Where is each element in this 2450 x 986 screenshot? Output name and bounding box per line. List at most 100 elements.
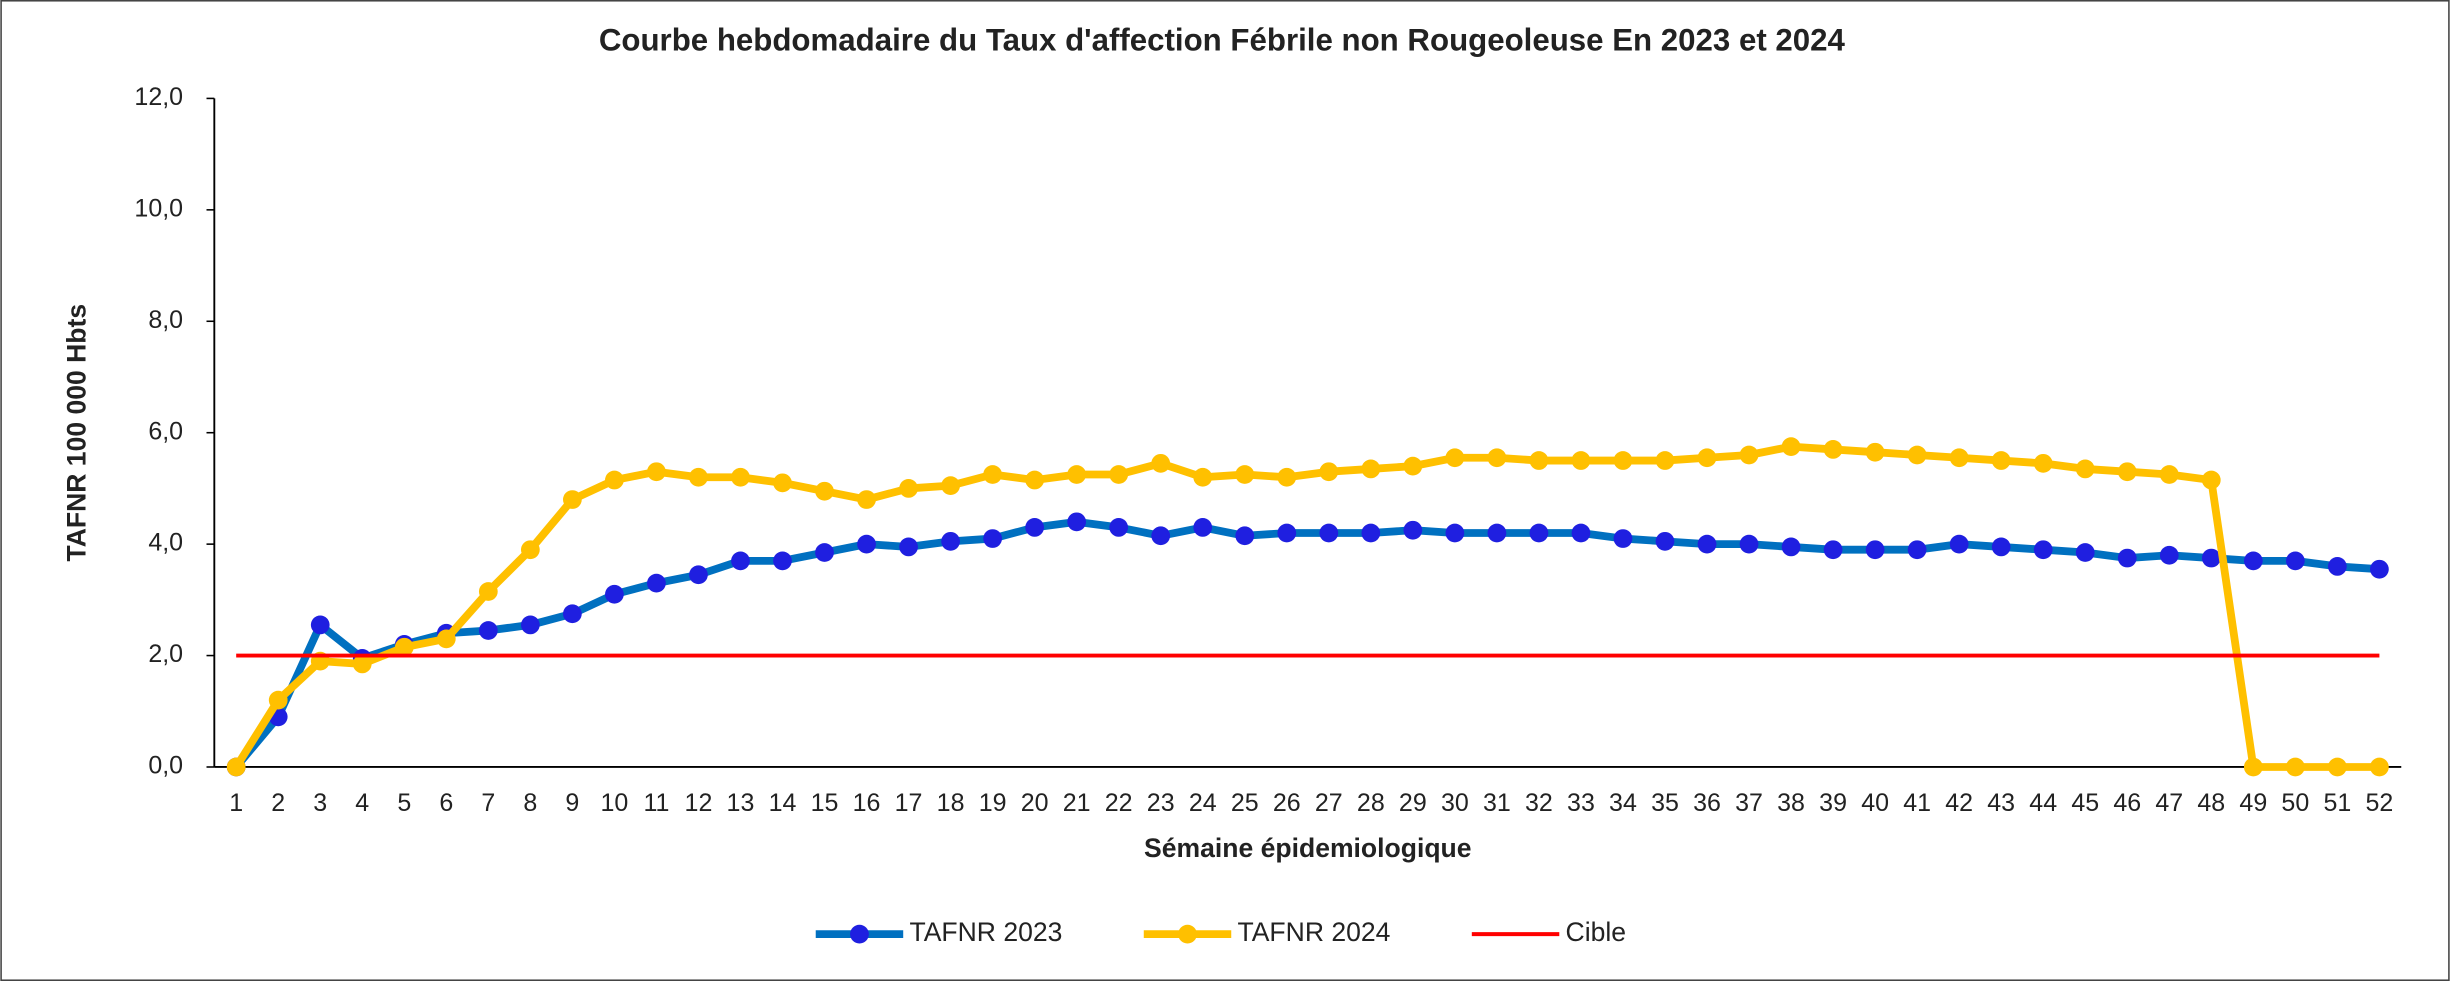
x-tick-label: 11 — [643, 789, 669, 817]
y-tick-label: 12,0 — [134, 83, 183, 111]
data-point — [2327, 757, 2347, 777]
x-tick-label: 21 — [1063, 789, 1091, 817]
data-point — [1361, 523, 1381, 543]
legend-label: TAFNR 2023 — [909, 917, 1062, 947]
data-point — [647, 462, 666, 482]
x-tick-label: 51 — [2323, 789, 2351, 817]
data-point — [1613, 529, 1633, 548]
data-point — [2159, 545, 2179, 565]
x-tick-label: 45 — [2071, 789, 2099, 817]
data-point — [1781, 437, 1801, 457]
data-point — [1991, 537, 2011, 557]
x-tick-label: 48 — [2197, 789, 2225, 817]
y-tick-label: 10,0 — [134, 194, 183, 222]
legend-label: Cible — [1566, 917, 1627, 947]
data-point — [731, 551, 750, 571]
data-point — [1193, 467, 1213, 487]
data-point — [1067, 465, 1087, 484]
x-tick-label: 40 — [1861, 789, 1889, 817]
data-point — [815, 481, 834, 501]
data-point — [2117, 462, 2137, 482]
x-tick-label: 3 — [313, 789, 327, 817]
x-tick-label: 42 — [1945, 789, 1973, 817]
data-point — [1319, 523, 1339, 543]
data-point — [731, 467, 750, 487]
x-tick-label: 47 — [2155, 789, 2183, 817]
data-point — [2075, 459, 2095, 479]
data-point — [2033, 453, 2053, 473]
data-point — [983, 529, 1002, 548]
data-point — [1571, 523, 1591, 543]
data-point — [1487, 523, 1507, 543]
x-tick-label: 23 — [1147, 789, 1175, 817]
data-point — [2370, 559, 2389, 579]
x-tick-label: 44 — [2029, 789, 2057, 817]
y-tick-label: 2,0 — [148, 640, 183, 668]
data-point — [1109, 465, 1129, 484]
x-tick-label: 38 — [1777, 789, 1805, 817]
x-tick-label: 35 — [1651, 789, 1679, 817]
data-point — [773, 473, 792, 493]
data-point — [1739, 445, 1759, 465]
data-point — [1025, 470, 1045, 490]
y-tick-label: 0,0 — [148, 752, 183, 780]
data-point — [520, 615, 540, 635]
data-point — [689, 565, 708, 585]
legend-label: TAFNR 2024 — [1237, 917, 1390, 947]
data-point — [941, 531, 960, 551]
data-point — [352, 654, 372, 674]
data-point — [1529, 523, 1549, 543]
x-tick-label: 5 — [397, 789, 411, 817]
data-point — [1865, 442, 1885, 462]
data-point — [563, 490, 582, 509]
data-point — [1193, 518, 1213, 537]
series-line — [233, 517, 2380, 770]
data-point — [394, 637, 414, 657]
data-point — [1025, 518, 1045, 537]
chart-title: Courbe hebdomadaire du Taux d'affection … — [599, 22, 1846, 57]
x-tick-label: 13 — [727, 789, 755, 817]
data-point — [857, 534, 876, 554]
data-point — [1151, 526, 1171, 546]
data-point — [1907, 540, 1927, 560]
x-tick-label: 7 — [481, 789, 495, 817]
x-tick-label: 46 — [2113, 789, 2141, 817]
x-tick-label: 20 — [1021, 789, 1049, 817]
data-point — [1571, 451, 1591, 470]
x-tick-label: 43 — [1987, 789, 2015, 817]
data-point — [478, 582, 498, 601]
x-tick-label: 32 — [1525, 789, 1553, 817]
data-point — [983, 465, 1002, 484]
data-point — [436, 629, 456, 649]
data-point — [520, 540, 540, 560]
legend-marker — [850, 924, 869, 944]
data-point — [2243, 551, 2263, 571]
data-point — [1739, 534, 1759, 554]
data-point — [2285, 757, 2305, 777]
data-point — [941, 476, 960, 496]
data-point — [605, 470, 624, 490]
data-point — [1109, 518, 1129, 537]
data-point — [1781, 537, 1801, 557]
data-point — [1697, 448, 1717, 468]
data-point — [1655, 531, 1675, 551]
x-tick-label: 50 — [2281, 789, 2309, 817]
y-tick-label: 8,0 — [148, 306, 183, 334]
data-point — [1067, 512, 1087, 532]
data-point — [647, 573, 666, 593]
x-tick-label: 36 — [1693, 789, 1721, 817]
x-tick-label: 39 — [1819, 789, 1847, 817]
data-point — [857, 490, 876, 509]
x-tick-label: 16 — [853, 789, 881, 817]
x-tick-label: 17 — [895, 789, 923, 817]
x-tick-label: 41 — [1903, 789, 1931, 817]
x-tick-label: 31 — [1483, 789, 1511, 817]
x-tick-label: 2 — [271, 789, 285, 817]
data-point — [1613, 451, 1633, 470]
x-axis-label: Sémaine épidemiologique — [1144, 833, 1471, 863]
data-point — [1361, 459, 1381, 479]
x-tick-label: 30 — [1441, 789, 1469, 817]
data-point — [1235, 465, 1255, 484]
data-point — [2033, 540, 2053, 560]
y-axis-label: TAFNR 100 000 Hbts — [61, 304, 91, 562]
